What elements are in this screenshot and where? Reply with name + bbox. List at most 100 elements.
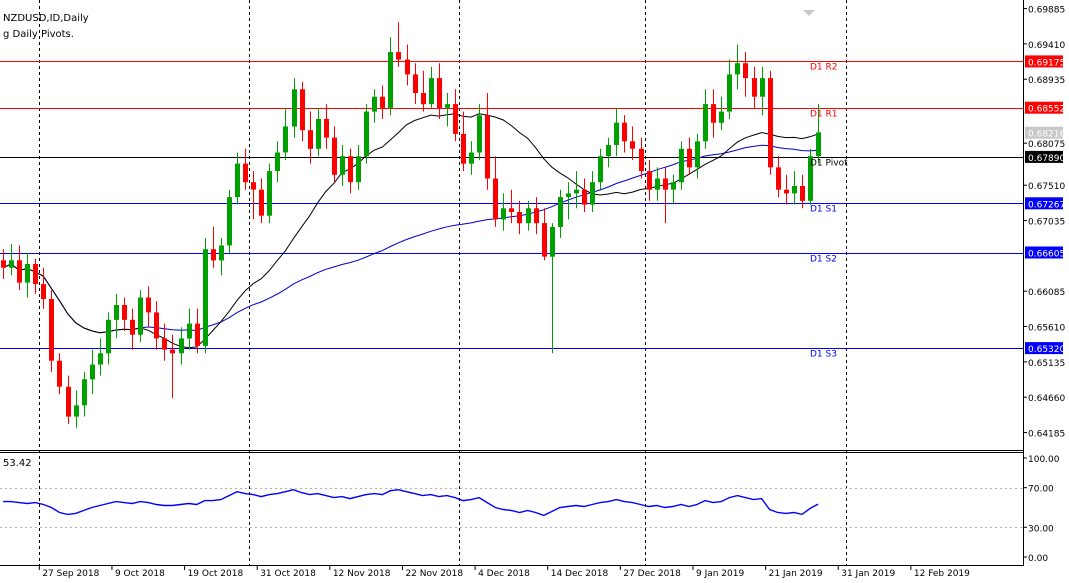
date-tick-label-7: 14 Dec 2018 — [551, 569, 609, 579]
level-price-tag-3 — [1025, 197, 1063, 210]
candle-body-65 — [526, 208, 531, 224]
date-tick-label-9: 9 Jan 2019 — [696, 569, 744, 579]
candle-body-59 — [477, 115, 482, 153]
candle-body-77 — [622, 122, 627, 142]
candle-body-23 — [187, 323, 192, 339]
candle-body-25 — [203, 249, 208, 346]
candle-body-0 — [1, 260, 6, 268]
candle-body-47 — [380, 96, 385, 108]
candle-body-16 — [130, 319, 135, 335]
candle-body-48 — [388, 52, 393, 108]
level-name-0: D1 R2 — [810, 63, 838, 73]
candle-body-19 — [154, 312, 159, 339]
level-name-3: D1 S1 — [810, 205, 837, 215]
candle-body-12 — [98, 353, 103, 365]
candle-body-80 — [647, 171, 652, 190]
candle-body-18 — [146, 297, 151, 313]
level-price-tag-2 — [1025, 150, 1063, 163]
price-tick-label-8: 0.65135 — [1028, 359, 1065, 369]
level-price-label-1: 0.68552 — [1028, 105, 1065, 115]
rsi-panel: 100.00 70.00 30.00 0.00 — [0, 455, 1060, 564]
date-tick-label-8: 27 Dec 2018 — [623, 569, 681, 579]
level-price-label-2: 0.67890 — [1028, 154, 1065, 164]
candle-body-46 — [372, 96, 377, 112]
candle-body-8 — [66, 386, 71, 417]
candle-body-61 — [493, 178, 498, 220]
candle-body-92 — [743, 63, 748, 79]
price-tick-label-1: 0.69410 — [1028, 41, 1065, 51]
candle-body-58 — [469, 152, 474, 164]
level-price-tag-5 — [1025, 342, 1063, 355]
candle-body-35 — [283, 126, 288, 153]
candle-body-83 — [671, 182, 676, 190]
candle-body-2 — [17, 260, 22, 283]
candle-body-67 — [542, 223, 547, 257]
date-tick-label-11: 31 Jan 2019 — [841, 569, 895, 579]
level-price-label-4: 0.66605 — [1028, 250, 1065, 260]
candle-body-45 — [364, 111, 369, 157]
current-price-label: 0.68216 — [1028, 130, 1065, 140]
candle-body-13 — [106, 319, 111, 354]
candle-body-32 — [259, 189, 264, 216]
level-price-tag-0 — [1025, 55, 1063, 68]
candle-body-95 — [768, 78, 773, 168]
level-price-label-5: 0.65320 — [1028, 345, 1065, 355]
candle-body-7 — [57, 360, 62, 387]
candle-body-41 — [332, 137, 337, 175]
level-price-tag-4 — [1025, 246, 1063, 259]
pivot-level-labels: D1 R2 D1 R1 D1 Pivot D1 S1 D1 S2 D1 S3 — [810, 63, 848, 360]
candle-body-5 — [41, 284, 46, 299]
date-tick-label-4: 12 Nov 2018 — [333, 569, 391, 579]
rsi-tick-label-3: 0.00 — [1028, 554, 1048, 564]
date-tick-label-1: 9 Oct 2018 — [115, 569, 165, 579]
candle-body-3 — [25, 264, 30, 283]
level-price-label-0: 0.69175 — [1028, 58, 1065, 68]
candle-body-81 — [655, 178, 660, 190]
candle-body-66 — [534, 208, 539, 224]
date-tick-label-0: 27 Sep 2018 — [42, 569, 99, 579]
candle-body-50 — [405, 59, 410, 75]
level-price-label-3: 0.67267 — [1028, 200, 1065, 210]
candle-body-21 — [170, 349, 175, 354]
candle-body-87 — [703, 104, 708, 142]
candle-body-90 — [727, 74, 732, 112]
candle-body-34 — [275, 152, 280, 172]
candle-body-96 — [776, 167, 781, 190]
candle-body-76 — [614, 122, 619, 145]
candle-body-63 — [509, 208, 514, 212]
candle-body-91 — [735, 63, 740, 75]
candle-body-24 — [195, 323, 200, 346]
period-separators — [39, 0, 847, 565]
shift-marker-icon[interactable] — [803, 10, 815, 16]
level-price-tag-1 — [1025, 101, 1063, 114]
level-name-5: D1 S3 — [810, 350, 837, 360]
date-tick-label-12: 12 Feb 2019 — [914, 569, 970, 579]
date-tick-label-10: 21 Jan 2019 — [769, 569, 823, 579]
candle-body-43 — [348, 156, 353, 183]
candle-body-22 — [179, 338, 184, 354]
candle-body-39 — [316, 119, 321, 149]
candle-body-37 — [300, 89, 305, 131]
candle-body-44 — [356, 156, 361, 183]
price-tick-label-7: 0.65610 — [1028, 324, 1065, 334]
candle-body-6 — [49, 299, 54, 361]
price-axis: 0.69885 0.69410 0.68935 0.68075 0.67510 0.670… — [1023, 6, 1065, 440]
candle-body-28 — [227, 197, 232, 246]
candle-body-60 — [485, 115, 490, 179]
candle-body-101 — [816, 132, 821, 157]
date-tick-label-3: 31 Oct 2018 — [260, 569, 316, 579]
date-axis: 27 Sep 2018 9 Oct 2018 19 Oct 2018 31 Oct 2… — [38, 566, 970, 579]
candle-body-85 — [687, 148, 692, 168]
indicator-title: g Daily Pivots. — [3, 29, 74, 40]
candle-body-9 — [74, 405, 79, 417]
current-price-tag — [1025, 126, 1063, 139]
rsi-tick-label-1: 70.00 — [1028, 485, 1054, 495]
rsi-value-label: 53.42 — [3, 458, 32, 469]
level-name-4: D1 S2 — [810, 255, 837, 265]
price-tick-label-3: 0.68075 — [1028, 140, 1065, 150]
date-tick-label-6: 4 Dec 2018 — [478, 569, 530, 579]
price-tick-label-0: 0.69885 — [1028, 6, 1065, 16]
candle-body-27 — [219, 245, 224, 261]
